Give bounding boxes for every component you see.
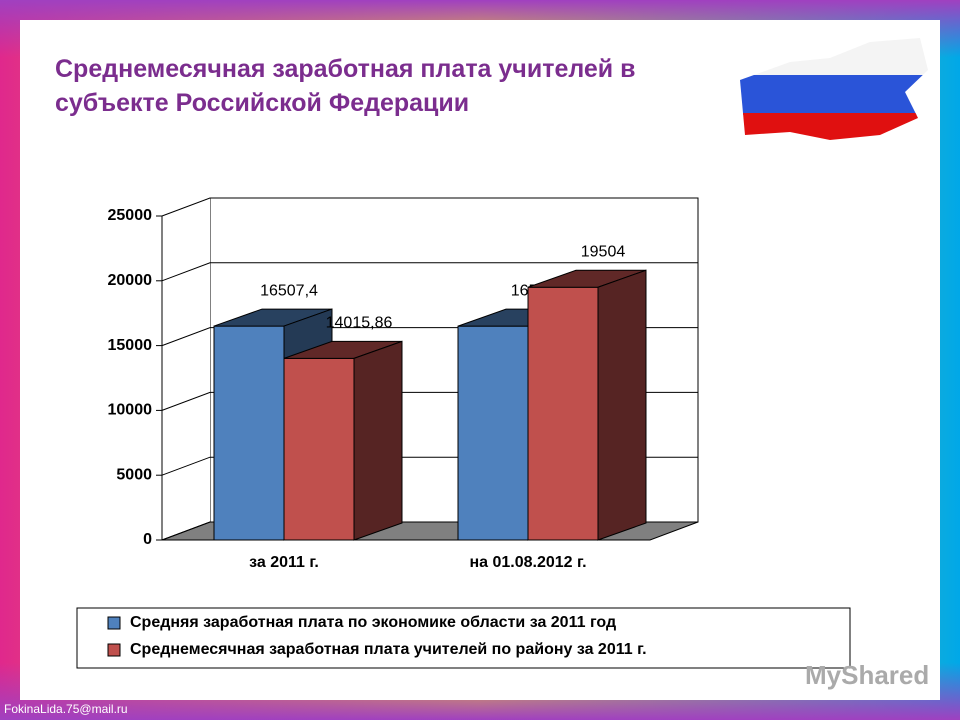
russia-map	[740, 38, 928, 140]
legend-label: Средняя заработная плата по экономике об…	[130, 614, 616, 631]
legend-swatch	[107, 616, 121, 630]
value-label: 14015,86	[326, 315, 393, 332]
side-wall	[162, 198, 210, 540]
y-tick-label: 25000	[108, 207, 153, 224]
x-tick-label: на 01.08.2012 г.	[469, 554, 586, 571]
bar-side	[597, 269, 647, 541]
y-tick-label: 10000	[108, 402, 153, 419]
x-tick-label: за 2011 г.	[249, 554, 319, 571]
bar	[527, 286, 599, 541]
bar	[283, 357, 355, 541]
bar-side	[353, 340, 403, 541]
value-label: 19504	[581, 243, 626, 260]
y-tick-label: 20000	[108, 272, 153, 289]
y-tick-label: 5000	[116, 466, 152, 483]
chart-title: Среднемесячная заработная плата учителей…	[55, 55, 636, 117]
grid-line	[161, 197, 698, 217]
bar	[457, 325, 529, 541]
y-tick-label: 15000	[108, 337, 153, 354]
bar	[213, 325, 285, 541]
legend-box	[76, 607, 851, 669]
watermark: MyShared	[805, 660, 930, 690]
legend-swatch	[107, 643, 121, 657]
footer-email: FokinaLida.75@mail.ru	[4, 702, 128, 716]
y-tick-label: 0	[143, 531, 152, 548]
value-label: 16507,4	[260, 282, 318, 299]
legend-label: Среднемесячная заработная плата учителей…	[130, 641, 647, 658]
grid-line	[161, 262, 698, 282]
